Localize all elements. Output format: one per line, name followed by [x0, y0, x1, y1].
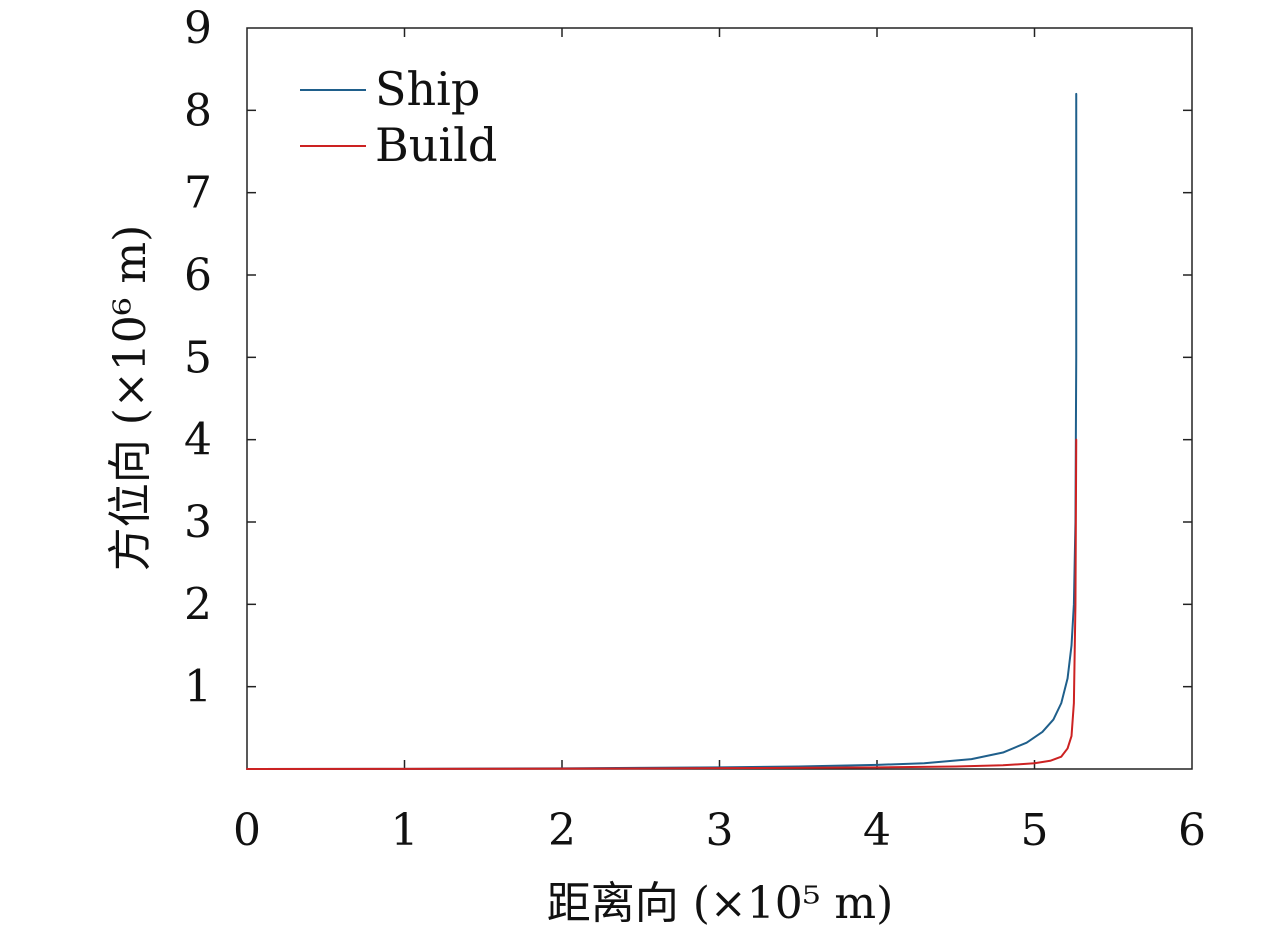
series-layer: [246, 92, 1078, 770]
x-tick-label: 2: [548, 805, 576, 856]
legend-label-ship: Ship: [375, 62, 480, 116]
x-tick-label: 6: [1178, 805, 1206, 856]
legend-label-build: Build: [375, 118, 497, 172]
x-axis-title: 距离向 (×10⁵ m): [547, 878, 894, 929]
y-tick-label: 6: [184, 250, 212, 301]
y-tick-label: 4: [184, 415, 212, 466]
y-tick-label: 5: [184, 332, 212, 383]
y-tick-label: 7: [184, 168, 212, 219]
y-tick-label: 2: [184, 579, 212, 630]
y-axis-title: 方位向 (×10⁶ m): [105, 225, 156, 572]
x-tick-label: 4: [863, 805, 891, 856]
series-line-build: [246, 438, 1078, 770]
y-tick-label: 1: [184, 662, 212, 713]
x-tick-label: 5: [1021, 805, 1049, 856]
y-tick-label: 3: [184, 497, 212, 548]
x-tick-label: 1: [391, 805, 419, 856]
x-tick-label: 0: [233, 805, 261, 856]
x-tick-label: 3: [706, 805, 734, 856]
y-tick-label: 8: [184, 85, 212, 136]
y-tick-label: 9: [184, 3, 212, 54]
axis-ticks: 0 1 2 3 4 5 6 1 2 3 4 5 6 7 8 9: [184, 3, 1206, 856]
series-line-ship: [246, 92, 1078, 770]
